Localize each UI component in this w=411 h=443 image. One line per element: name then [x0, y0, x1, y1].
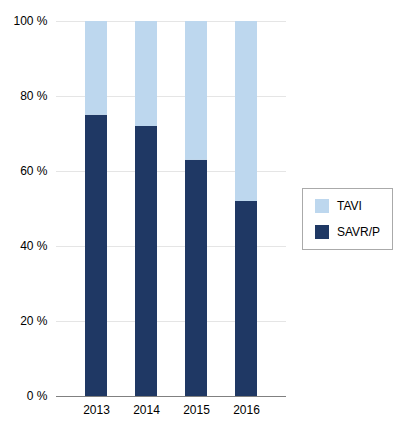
svg-text:0 %: 0 % [27, 389, 48, 403]
svg-text:80 %: 80 % [20, 89, 48, 103]
html-text:SAVR/P: SAVR/P [337, 224, 381, 239]
svg-text:2013: 2013 [83, 403, 110, 417]
svg-text:20 %: 20 % [20, 314, 48, 328]
svg-text:40 %: 40 % [20, 239, 48, 253]
html-text:TAVI: TAVI [337, 198, 362, 213]
svg-text:60 %: 60 % [20, 164, 48, 178]
svg-text:100 %: 100 % [13, 14, 47, 28]
svg-text:2016: 2016 [233, 403, 260, 417]
svg-text:2015: 2015 [183, 403, 210, 417]
svg-text:2014: 2014 [133, 403, 160, 417]
